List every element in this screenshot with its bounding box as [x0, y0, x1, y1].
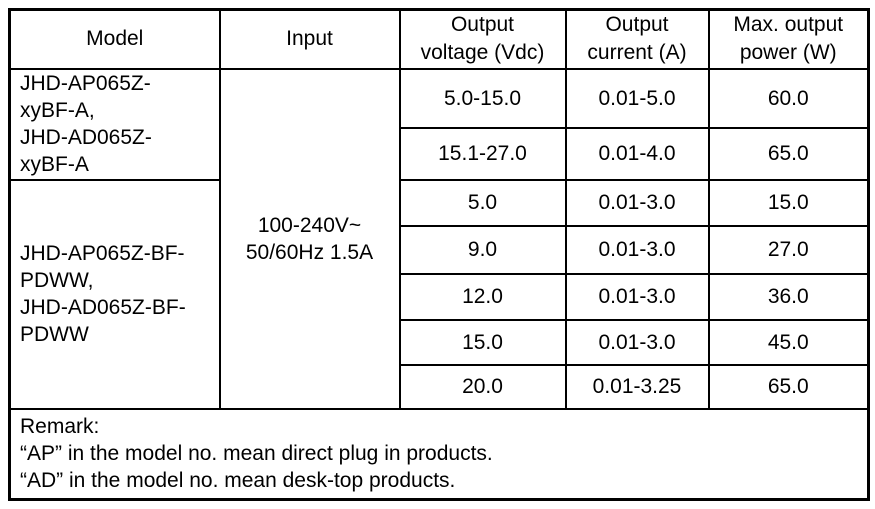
table-row: JHD-AP065Z- xyBF-A, JHD-AD065Z- xyBF-A 1… — [8, 67, 870, 410]
col-header-output-current: Output current (A) — [564, 8, 710, 70]
output-current-cell: 0.01-3.25 — [564, 363, 710, 410]
output-voltage-cell: 5.0 — [398, 178, 567, 227]
output-voltage-cell: 5.0-15.0 — [398, 67, 567, 129]
max-power-cell: 27.0 — [707, 224, 870, 275]
remark-line-2: “AD” in the model no. mean desk-top prod… — [20, 468, 456, 492]
max-power-cell: 45.0 — [707, 318, 870, 366]
output-current-cell: 0.01-3.0 — [564, 318, 710, 366]
table-row: 20.0 0.01-3.25 65.0 — [10, 363, 870, 410]
max-power-cell: 15.0 — [707, 178, 870, 227]
col-header-max-output-power: Max. output power (W) — [707, 8, 870, 70]
table-row: 15.0 0.01-3.0 45.0 — [10, 318, 870, 366]
remark-row: Remark: “AP” in the model no. mean direc… — [8, 407, 870, 500]
col-header-output-voltage: Output voltage (Vdc) — [398, 8, 567, 70]
table-row: 15.1-27.0 0.01-4.0 65.0 — [10, 126, 870, 181]
col-header-model: Model — [8, 8, 221, 70]
remark-line-1: “AP” in the model no. mean direct plug i… — [20, 441, 493, 465]
max-power-cell: 65.0 — [707, 126, 870, 181]
output-current-cell: 0.01-3.0 — [564, 272, 710, 321]
output-voltage-cell: 15.0 — [398, 318, 567, 366]
output-current-cell: 0.01-3.0 — [564, 178, 710, 227]
output-current-cell: 0.01-4.0 — [564, 126, 710, 181]
model-group-2-cell: JHD-AP065Z-BF- PDWW, JHD-AD065Z-BF- PDWW — [8, 178, 221, 410]
remark-cell: Remark: “AP” in the model no. mean direc… — [8, 407, 870, 500]
col-header-input: Input — [218, 8, 401, 70]
input-spec-cell: 100-240V~ 50/60Hz 1.5A — [218, 67, 401, 410]
output-voltage-cell: 20.0 — [398, 363, 567, 410]
table-row: JHD-AP065Z-BF- PDWW, JHD-AD065Z-BF- PDWW… — [8, 178, 870, 410]
table-row: 9.0 0.01-3.0 27.0 — [10, 224, 870, 275]
table-row: 12.0 0.01-3.0 36.0 — [10, 272, 870, 321]
spec-table: Model Input Output voltage (Vdc) Output … — [8, 8, 870, 501]
max-power-cell: 65.0 — [707, 363, 870, 410]
output-current-cell: 0.01-5.0 — [564, 67, 710, 129]
output-current-cell: 0.01-3.0 — [564, 224, 710, 275]
header-row: Model Input Output voltage (Vdc) Output … — [8, 8, 870, 70]
remark-title: Remark: — [20, 414, 100, 438]
max-power-cell: 36.0 — [707, 272, 870, 321]
model-group-1-cell: JHD-AP065Z- xyBF-A, JHD-AD065Z- xyBF-A — [8, 67, 221, 181]
max-power-cell: 60.0 — [707, 67, 870, 129]
output-voltage-cell: 12.0 — [398, 272, 567, 321]
output-voltage-cell: 9.0 — [398, 224, 567, 275]
output-voltage-cell: 15.1-27.0 — [398, 126, 567, 181]
